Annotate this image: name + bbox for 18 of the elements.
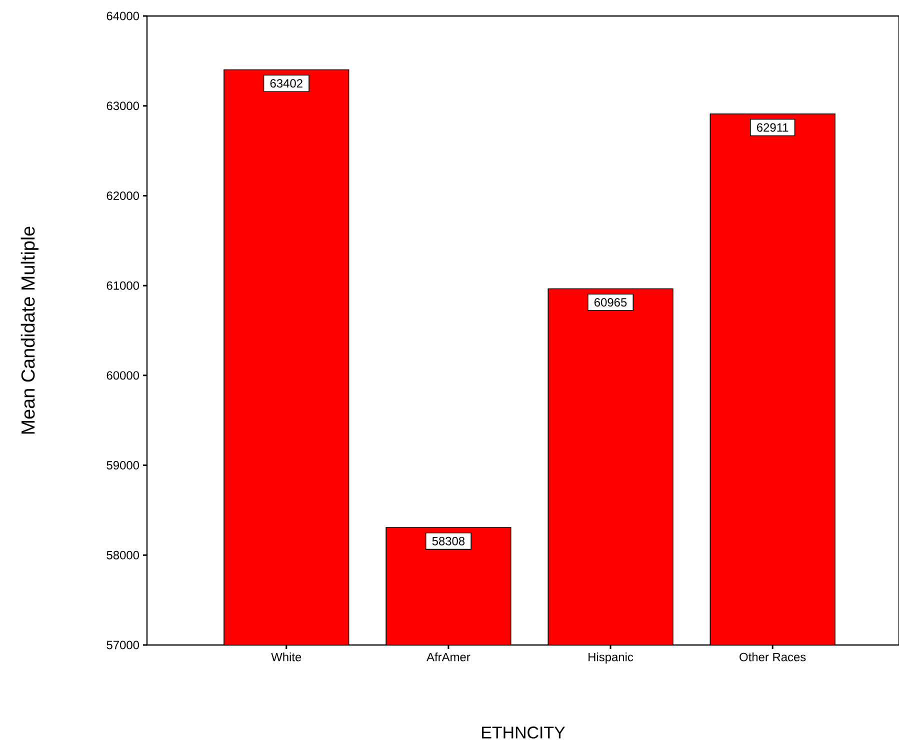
data-label: 58308 [432,536,465,546]
x-tick-label: Other Races [740,652,806,662]
y-tick-label: 58000 [106,550,140,560]
data-label: 62911 [757,123,788,132]
y-axis-title: Mean Candidate Multiple [20,226,38,434]
x-tick-label: White [271,652,302,662]
y-tick-label: 61000 [106,281,140,290]
data-label: 63402 [270,79,302,88]
data-label: 60965 [594,298,627,307]
y-tick-label: 57000 [106,640,140,650]
y-tick-label: 59000 [106,461,140,470]
x-tick-label: AfrAmer [426,652,470,662]
y-tick-label: 62000 [106,191,140,200]
y-tick-label: 63000 [106,102,140,110]
x-axis-title: ETHNCITY [482,726,565,739]
y-tick-label: 64000 [106,12,140,20]
x-tick-label: Hispanic [588,652,634,664]
y-tick-label: 60000 [106,371,140,380]
